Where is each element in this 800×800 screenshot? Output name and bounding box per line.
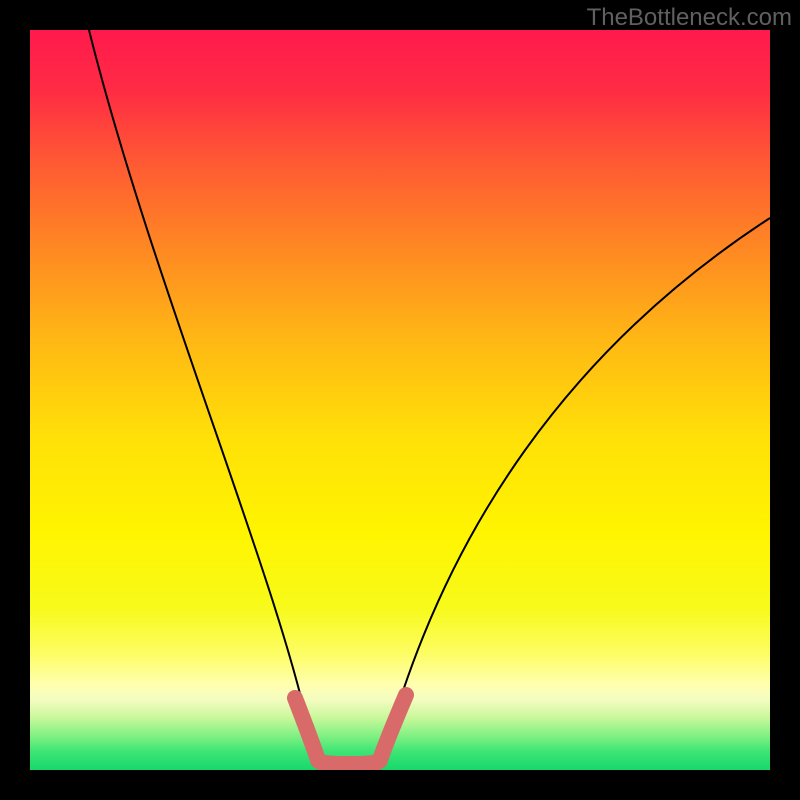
watermark-text: TheBottleneck.com (587, 4, 792, 32)
outer-frame: TheBottleneck.com (0, 0, 800, 800)
plot-area (30, 30, 770, 770)
